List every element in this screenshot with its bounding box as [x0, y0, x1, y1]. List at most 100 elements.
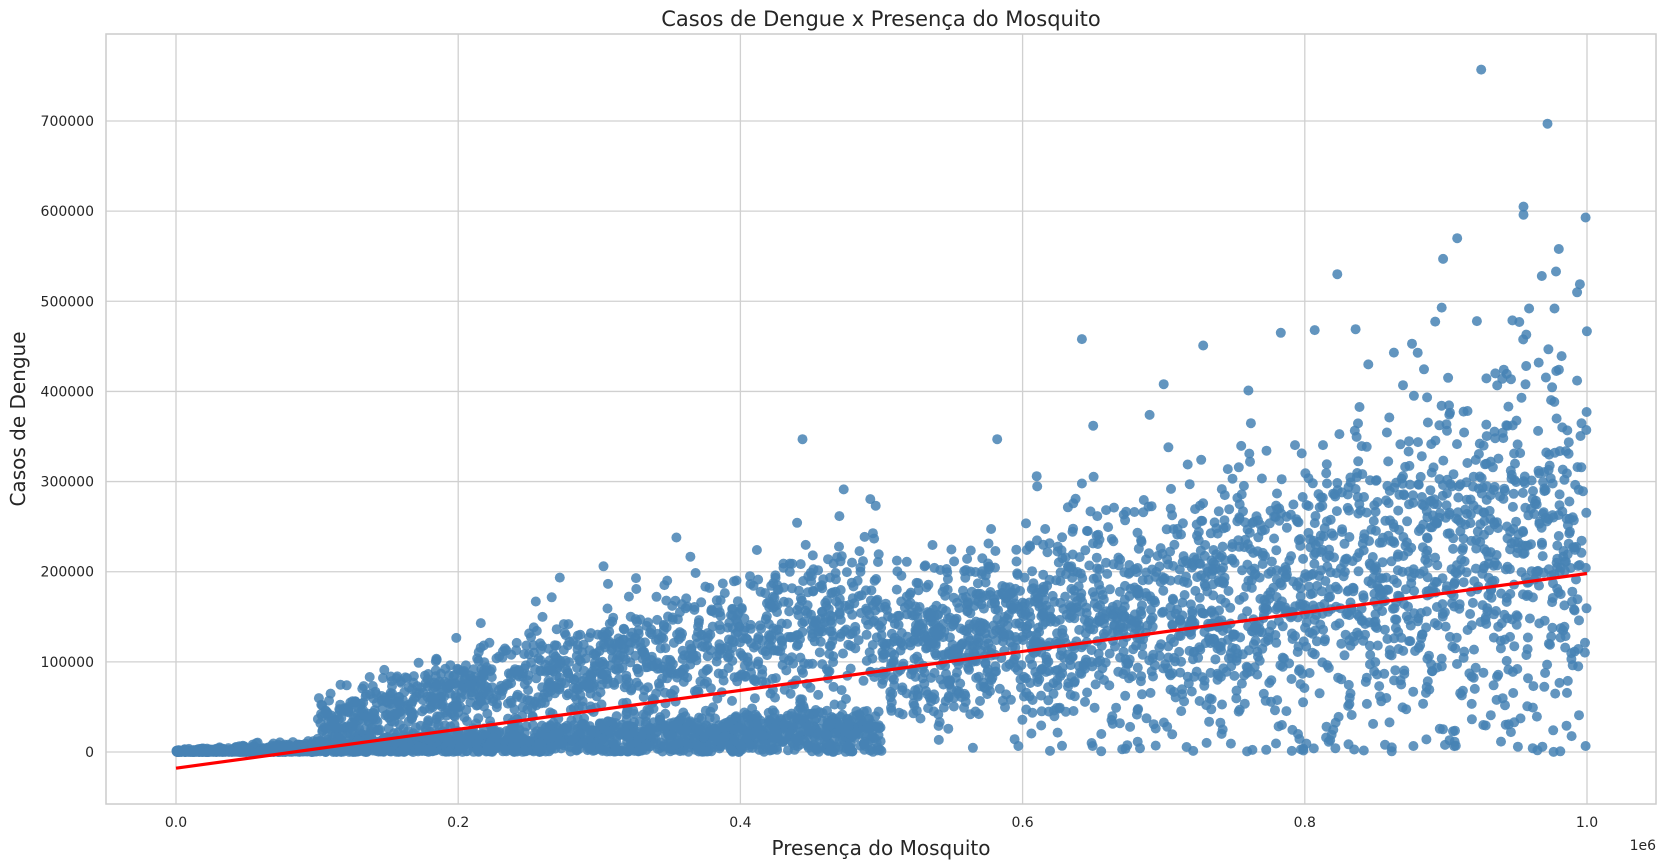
data-point [1422, 653, 1433, 664]
data-point [653, 634, 664, 645]
data-point [602, 678, 613, 689]
data-point [1533, 465, 1544, 476]
data-point [834, 720, 845, 731]
data-point [235, 743, 246, 753]
data-point [1239, 698, 1250, 709]
data-point [1334, 429, 1345, 440]
data-point [1366, 524, 1377, 535]
data-point [1220, 597, 1231, 608]
data-point [424, 735, 435, 746]
data-point [1452, 439, 1462, 450]
data-point [1505, 588, 1516, 599]
data-point [834, 541, 844, 552]
data-point [1466, 698, 1477, 709]
data-point [1508, 688, 1519, 698]
data-point [451, 632, 462, 643]
data-point [623, 591, 634, 602]
data-point [1307, 478, 1318, 489]
data-point [1170, 692, 1181, 703]
data-point [732, 627, 743, 637]
data-point [624, 645, 635, 656]
data-point [858, 556, 868, 567]
data-point [753, 656, 764, 667]
data-point [832, 552, 843, 563]
data-point [1261, 744, 1272, 755]
data-point [870, 605, 881, 616]
data-point [753, 632, 764, 643]
data-point [1503, 664, 1514, 675]
data-point [1361, 698, 1372, 709]
data-point [1458, 577, 1469, 588]
data-point [1358, 590, 1369, 601]
data-point [1013, 741, 1024, 751]
data-point [334, 704, 345, 715]
data-point [719, 588, 730, 599]
data-point [551, 640, 562, 651]
data-point [546, 592, 557, 603]
data-point [1121, 506, 1132, 517]
data-point [1370, 609, 1381, 620]
data-point [317, 726, 328, 737]
data-point [423, 744, 434, 755]
data-point [1298, 553, 1309, 564]
data-point [769, 707, 780, 718]
data-point [605, 727, 616, 738]
data-point [368, 707, 379, 718]
data-point [1089, 702, 1100, 713]
data-point [841, 567, 852, 578]
data-point [1115, 652, 1126, 663]
data-point [778, 558, 789, 569]
data-point [793, 610, 804, 621]
data-point [1520, 540, 1531, 551]
data-point [708, 702, 719, 713]
data-point [455, 701, 465, 712]
data-point [804, 725, 815, 736]
data-point [1319, 636, 1330, 647]
data-point [1374, 681, 1385, 692]
data-point [841, 694, 851, 704]
data-point [869, 733, 880, 744]
data-point [1137, 689, 1147, 700]
data-point [661, 595, 672, 606]
data-point [1354, 548, 1365, 559]
data-point [821, 730, 832, 741]
data-point [830, 568, 841, 578]
data-point [838, 484, 849, 495]
data-point [1162, 721, 1173, 732]
data-point [1390, 665, 1401, 676]
data-point [724, 617, 735, 628]
data-point [398, 695, 408, 706]
data-point [1057, 740, 1067, 751]
data-point [896, 570, 907, 581]
data-point [1257, 547, 1268, 558]
data-point [1437, 490, 1448, 501]
data-point [1150, 740, 1161, 751]
data-point [677, 664, 688, 675]
data-point [700, 581, 711, 592]
data-point [1295, 534, 1306, 544]
data-point [1114, 586, 1125, 597]
data-point [1552, 540, 1563, 551]
data-point [662, 575, 673, 586]
data-point [524, 736, 535, 747]
data-point [1493, 621, 1504, 632]
data-point [909, 653, 920, 664]
data-point [1190, 585, 1201, 596]
data-point [759, 746, 770, 757]
data-point [364, 672, 375, 682]
data-point [755, 620, 765, 631]
data-point [1036, 720, 1047, 731]
data-point [1344, 505, 1354, 516]
data-point [1155, 543, 1166, 554]
data-point [1426, 467, 1437, 478]
data-point [563, 668, 574, 679]
data-point [179, 746, 190, 757]
data-point [1052, 546, 1063, 557]
data-point [1045, 745, 1055, 756]
data-point [618, 634, 629, 645]
data-point [1334, 618, 1345, 629]
data-point [1279, 653, 1289, 664]
data-point [869, 533, 880, 544]
data-point [733, 730, 744, 741]
data-point [1512, 664, 1523, 674]
